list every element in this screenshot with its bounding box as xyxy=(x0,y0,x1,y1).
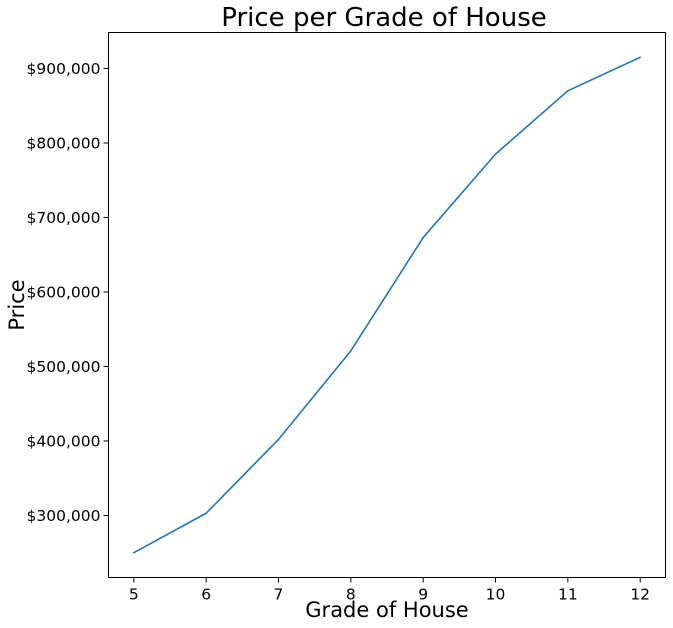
y-tick-label: $500,000 xyxy=(27,358,101,376)
x-tick-label: 8 xyxy=(346,586,356,604)
x-tick-label: 10 xyxy=(486,586,506,604)
x-axis-label: Grade of House xyxy=(305,598,468,622)
x-tick-label: 12 xyxy=(630,586,650,604)
x-tick-label: 7 xyxy=(274,586,284,604)
x-tick-label: 6 xyxy=(201,586,211,604)
y-axis-label: Price xyxy=(5,279,29,330)
y-tick-label: $900,000 xyxy=(27,60,101,78)
y-tick-label: $600,000 xyxy=(27,283,101,301)
y-tick-label: $700,000 xyxy=(27,209,101,227)
y-tick-label: $300,000 xyxy=(27,507,101,525)
chart-title: Price per Grade of House xyxy=(221,3,546,33)
y-axis-ticks: $300,000 $400,000 $500,000 $600,000 $700,000… xyxy=(27,60,109,525)
x-tick-label: 11 xyxy=(558,586,578,604)
x-axis-ticks: 5 6 7 8 9 10 11 12 xyxy=(129,577,650,604)
price-line-series xyxy=(133,56,641,554)
y-tick-label: $400,000 xyxy=(27,432,101,450)
plot-area-frame xyxy=(108,32,666,578)
x-tick-label: 9 xyxy=(418,586,428,604)
y-tick-label: $800,000 xyxy=(27,134,101,152)
x-tick-label: 5 xyxy=(129,586,139,604)
